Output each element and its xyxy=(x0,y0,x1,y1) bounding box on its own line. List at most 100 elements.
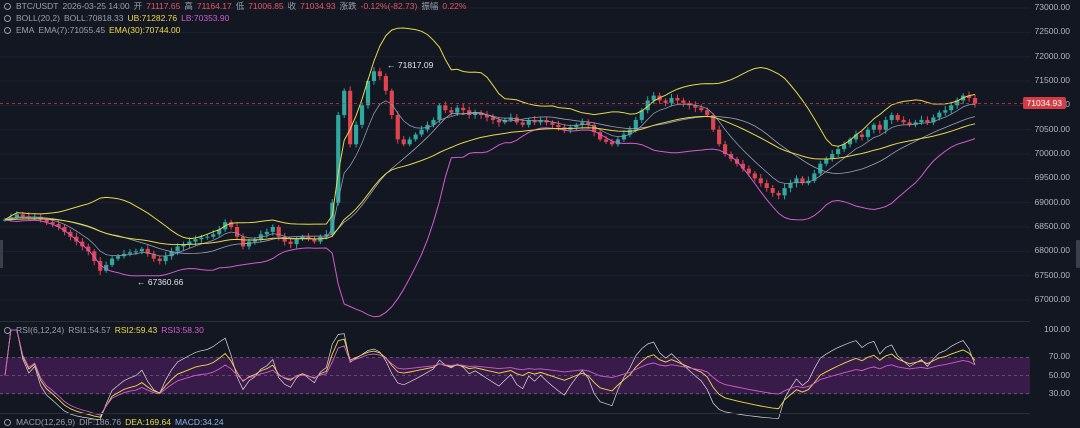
candle-body xyxy=(603,139,609,142)
macd-dif-value: DIF:186.76 xyxy=(79,417,122,427)
candle-body xyxy=(526,119,531,125)
candle-body xyxy=(740,163,746,169)
eye-icon[interactable] xyxy=(4,14,11,22)
candle-body xyxy=(383,76,388,91)
candle-body xyxy=(794,178,799,184)
change-value: -0.12%(-82.73) xyxy=(360,1,418,11)
candle-body xyxy=(717,129,722,145)
candle-body xyxy=(490,117,496,120)
candle-body xyxy=(943,110,948,113)
boll-indicator-label[interactable]: BOLL(20,2) xyxy=(16,13,60,23)
candle-body xyxy=(419,129,424,135)
candle-body xyxy=(342,90,347,116)
candle-body xyxy=(711,115,716,130)
candle-body xyxy=(181,244,186,247)
rsi-legend[interactable]: RSI(6,12,24) RSI1:54.57 RSI2:59.43 RSI3:… xyxy=(4,324,204,336)
candle-body xyxy=(359,105,365,125)
symbol-label[interactable]: BTC/USDT xyxy=(16,1,59,11)
candle-body xyxy=(234,227,240,237)
candle-body xyxy=(615,139,621,145)
boll-lb-value: LB:70353.90 xyxy=(181,13,230,23)
candle-body xyxy=(139,248,144,252)
candle-body xyxy=(699,107,704,111)
eye-icon[interactable] xyxy=(4,2,11,10)
candle-body xyxy=(354,124,359,145)
candle-body xyxy=(80,241,85,247)
ema-legend[interactable]: EMA EMA(7):71055.45 EMA(30):70744.00 xyxy=(4,24,180,36)
candle-body xyxy=(294,239,299,245)
candle-body xyxy=(693,105,698,108)
rsi-indicator-label[interactable]: RSI(6,12,24) xyxy=(16,325,65,335)
price-axis-label: 69000.00 xyxy=(1034,196,1070,207)
candle-body xyxy=(14,214,19,218)
candle-body xyxy=(336,115,341,203)
candle-body xyxy=(865,129,870,137)
macd-indicator-label[interactable]: MACD(12,26,9) xyxy=(16,417,76,427)
candle-body xyxy=(651,95,656,101)
price-axis-label: 68000.00 xyxy=(1034,245,1070,256)
candle-body xyxy=(110,258,115,265)
rsi-axis-label: 50.00 xyxy=(1048,369,1070,380)
ema30-value: EMA(30):70744.00 xyxy=(109,25,181,35)
current-price-tag: 71034.93 xyxy=(1022,97,1066,109)
candle-body xyxy=(324,234,329,237)
candle-body xyxy=(86,246,91,252)
price-axis-label: 72000.00 xyxy=(1034,50,1070,61)
change-label: 涨跌 xyxy=(339,1,357,11)
ema-indicator-label[interactable]: EMA xyxy=(16,25,35,35)
candle-body xyxy=(169,251,174,257)
rsi-axis-label: 30.00 xyxy=(1048,387,1070,398)
candle-body xyxy=(187,241,192,245)
price-axis-label: 69500.00 xyxy=(1034,172,1070,183)
eye-icon[interactable] xyxy=(4,326,11,334)
eye-icon[interactable] xyxy=(4,418,11,426)
open-value: 71117.65 xyxy=(146,1,181,11)
candle-body xyxy=(788,183,793,189)
candle-body xyxy=(842,144,847,150)
candle-body xyxy=(151,253,156,259)
candle-body xyxy=(901,119,906,123)
candle-body xyxy=(455,107,460,113)
candle-body xyxy=(538,119,543,123)
candle-body xyxy=(199,237,204,240)
candle-body xyxy=(621,134,626,140)
candle-body xyxy=(312,239,317,242)
candle-body xyxy=(925,119,930,123)
candle-body xyxy=(443,105,448,111)
candle-body xyxy=(20,214,25,217)
close-label: 收 xyxy=(287,1,297,11)
candle-body xyxy=(663,100,668,103)
candle-body xyxy=(633,119,638,130)
candle-body xyxy=(437,105,442,120)
candle-body xyxy=(871,124,876,130)
candle-body xyxy=(937,112,942,118)
macd-pane-divider[interactable] xyxy=(0,413,1030,414)
candle-body xyxy=(877,124,882,130)
macd-legend[interactable]: MACD(12,26,9) DIF:186.76 DEA:169.64 MACD… xyxy=(4,416,224,428)
left-edge-handle[interactable] xyxy=(0,240,3,268)
candle-body xyxy=(365,81,371,106)
rsi-pane-divider[interactable] xyxy=(0,321,1030,322)
close-value: 71034.93 xyxy=(300,1,336,11)
ohlc-legend: BTC/USDT 2026-03-25 14:00 开 71117.65 高 711… xyxy=(4,0,466,12)
ema7-line xyxy=(4,100,976,257)
price-axis-label: 70500.00 xyxy=(1034,123,1070,134)
candle-body xyxy=(675,98,680,101)
candle-body xyxy=(818,163,823,174)
candle-body xyxy=(288,241,293,245)
high-annotation: ← 71817.09 xyxy=(387,60,434,70)
eye-icon[interactable] xyxy=(4,26,11,34)
price-axis-label: 71500.00 xyxy=(1034,75,1070,85)
rsi1-value: RSI1:54.57 xyxy=(68,325,111,335)
boll-upper-band xyxy=(4,27,976,240)
candle-body xyxy=(115,256,121,259)
scroll-handle[interactable] xyxy=(1076,240,1080,268)
macd-dea-value: DEA:169.64 xyxy=(125,417,171,427)
candle-body xyxy=(229,222,234,227)
candle-body xyxy=(461,107,466,111)
candle-body xyxy=(859,134,865,137)
rsi1-line xyxy=(4,329,976,421)
boll-legend[interactable]: BOLL(20,2) BOLL:70818.33 UB:71282.76 LB:… xyxy=(4,12,229,24)
candle-body xyxy=(508,117,513,120)
